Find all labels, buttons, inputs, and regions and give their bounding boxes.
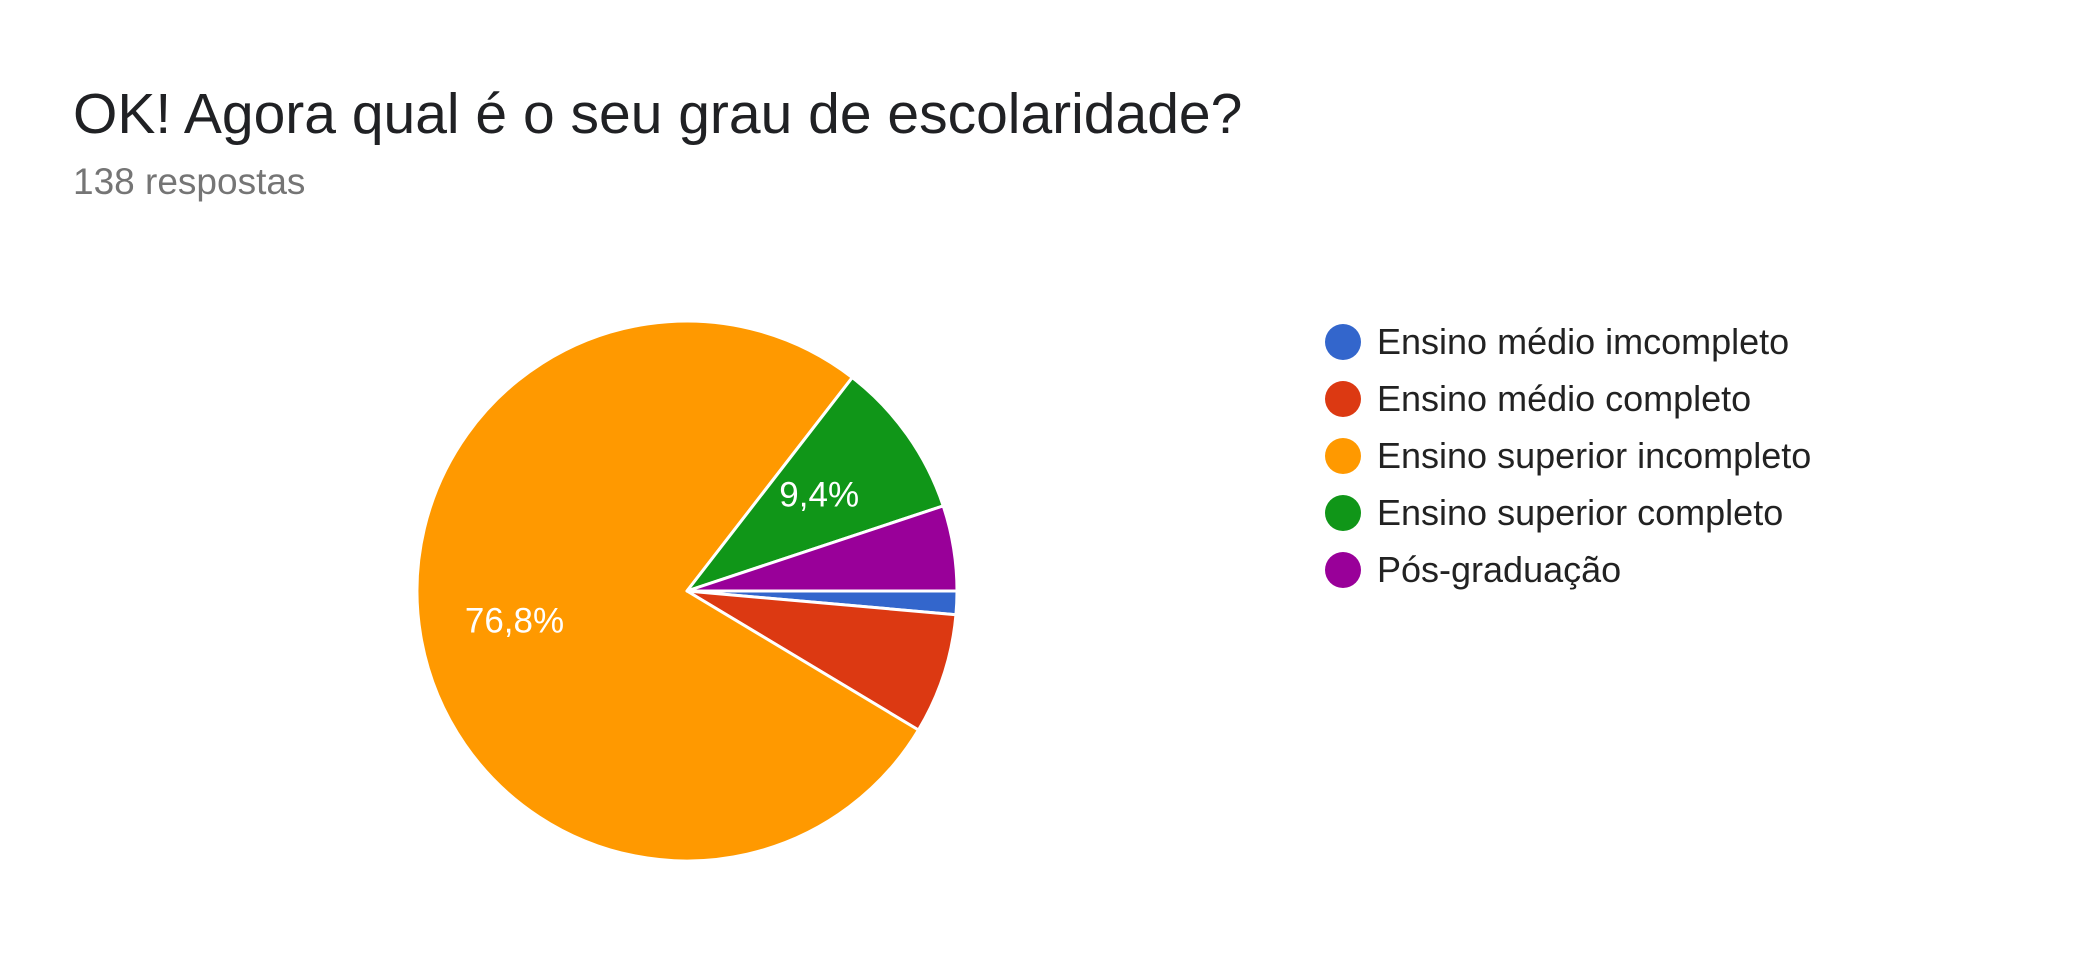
legend-label: Ensino médio completo xyxy=(1377,377,1752,419)
legend-item-pos-graduacao[interactable]: Pós-graduação xyxy=(1325,541,1811,598)
legend-swatch xyxy=(1325,437,1361,474)
legend-item-ensino-medio-completo[interactable]: Ensino médio completo xyxy=(1325,370,1811,427)
legend-label: Ensino superior completo xyxy=(1377,491,1784,533)
response-count: 138 respostas xyxy=(73,161,306,202)
legend-swatch xyxy=(1325,551,1361,588)
pie-data-label: 9,4% xyxy=(779,476,859,515)
legend-label: Ensino superior incompleto xyxy=(1377,434,1812,476)
legend-swatch xyxy=(1325,323,1361,360)
pie-data-label: 76,8% xyxy=(465,602,564,641)
legend-swatch xyxy=(1325,380,1361,417)
legend-swatch xyxy=(1325,494,1361,531)
legend-item-ensino-medio-imcompleto[interactable]: Ensino médio imcompleto xyxy=(1325,313,1811,370)
pie-slice-2[interactable] xyxy=(685,589,958,732)
legend-label: Ensino médio imcompleto xyxy=(1377,320,1790,362)
legend-item-ensino-superior-incompleto[interactable]: Ensino superior incompleto xyxy=(1325,427,1811,484)
legend-label: Pós-graduação xyxy=(1377,548,1622,590)
chart-title: OK! Agora qual é o seu grau de escolarid… xyxy=(73,82,1243,146)
pie-slice-5[interactable] xyxy=(685,504,959,593)
pie-slice-3[interactable] xyxy=(415,319,920,863)
chart-legend: Ensino médio imcompleto Ensino médio com… xyxy=(1325,313,1811,598)
pie-slice-4[interactable] xyxy=(685,376,945,593)
legend-item-ensino-superior-completo[interactable]: Ensino superior completo xyxy=(1325,484,1811,541)
